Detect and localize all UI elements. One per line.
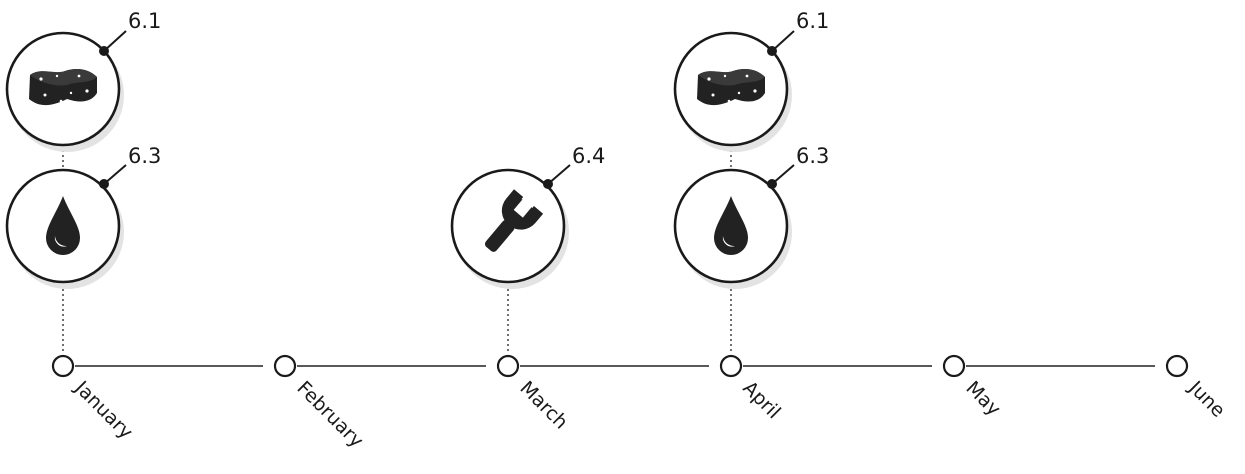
month-marker <box>496 354 520 378</box>
event-label: 6.3 <box>796 144 829 168</box>
sponge-icon <box>29 69 97 106</box>
event-label: 6.4 <box>572 144 605 168</box>
month-marker <box>273 354 297 378</box>
event-label: 6.3 <box>128 144 161 168</box>
wrench-icon <box>484 189 544 252</box>
month-label: January <box>70 376 137 443</box>
event-label: 6.1 <box>128 9 161 33</box>
water-drop-icon <box>46 196 80 255</box>
callout-dot <box>99 179 109 189</box>
month-node-june: June <box>1165 354 1230 422</box>
month-node-january: January <box>51 354 137 443</box>
event-label: 6.1 <box>796 9 829 33</box>
event-april-water: 6.3 <box>673 144 829 289</box>
month-label: April <box>738 377 784 423</box>
month-label: March <box>515 377 572 434</box>
month-marker <box>51 354 75 378</box>
event-january-water: 6.3 <box>5 144 161 289</box>
sponge-icon <box>697 69 765 106</box>
event-march-wrench: 6.4 <box>450 144 605 289</box>
water-drop-icon <box>714 196 748 255</box>
month-label: February <box>292 377 367 452</box>
event-april-sponge: 6.1 <box>673 9 829 152</box>
month-marker <box>942 354 966 378</box>
month-node-march: March <box>496 354 572 434</box>
dotted-connectors <box>62 150 732 353</box>
month-node-february: February <box>273 354 368 452</box>
callout-dot <box>767 46 777 56</box>
callout-dot <box>767 179 777 189</box>
callout-dot <box>543 179 553 189</box>
month-marker <box>719 354 743 378</box>
month-label: June <box>1184 376 1230 422</box>
month-marker <box>1165 354 1189 378</box>
event-january-sponge: 6.1 <box>5 9 161 152</box>
month-label: May <box>961 377 1004 420</box>
callout-dot <box>99 46 109 56</box>
